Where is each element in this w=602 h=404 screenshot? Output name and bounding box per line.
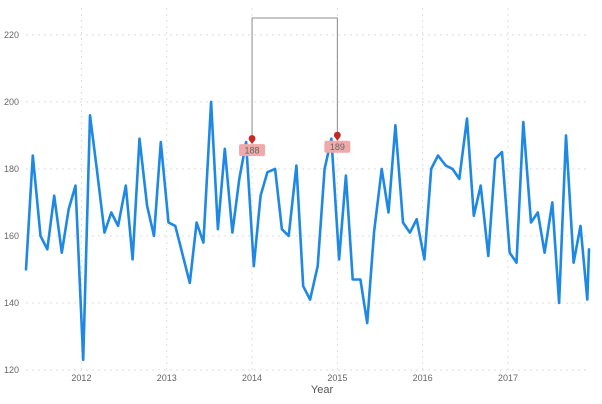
series-line — [24, 100, 591, 362]
marker-pin-icon — [248, 135, 256, 145]
marker-connector — [251, 17, 338, 143]
y-tick-label: 200 — [4, 97, 19, 107]
y-axis-tick-labels: 120 140 160 180 200 220 — [4, 30, 19, 375]
x-tick-label: 2017 — [498, 373, 518, 383]
marker-value-label: 188 — [245, 146, 260, 156]
x-tick-label: 2012 — [71, 373, 91, 383]
x-tick-label: 2015 — [327, 373, 347, 383]
x-tick-label: 2016 — [413, 373, 433, 383]
marker-label-badge — [239, 144, 266, 157]
x-tick-label: 2013 — [157, 373, 177, 383]
x-axis-tick-labels: 2012 2013 2014 2015 2016 2017 — [71, 373, 518, 383]
x-tick-label: 2014 — [242, 373, 262, 383]
marker-value-label: 189 — [330, 142, 345, 152]
marker-label-badge — [324, 140, 351, 153]
highlight-marker: 189 — [324, 131, 351, 153]
x-axis-title: Year — [311, 384, 334, 396]
connector-bracket — [251, 17, 338, 143]
y-tick-label: 220 — [4, 30, 19, 40]
y-tick-label: 160 — [4, 231, 19, 241]
y-tick-label: 140 — [4, 298, 19, 308]
highlight-markers: 188 189 — [239, 131, 351, 157]
highlight-marker: 188 — [239, 135, 266, 157]
y-tick-label: 180 — [4, 164, 19, 174]
y-tick-label: 120 — [4, 365, 19, 375]
marker-pin-icon — [333, 131, 341, 141]
